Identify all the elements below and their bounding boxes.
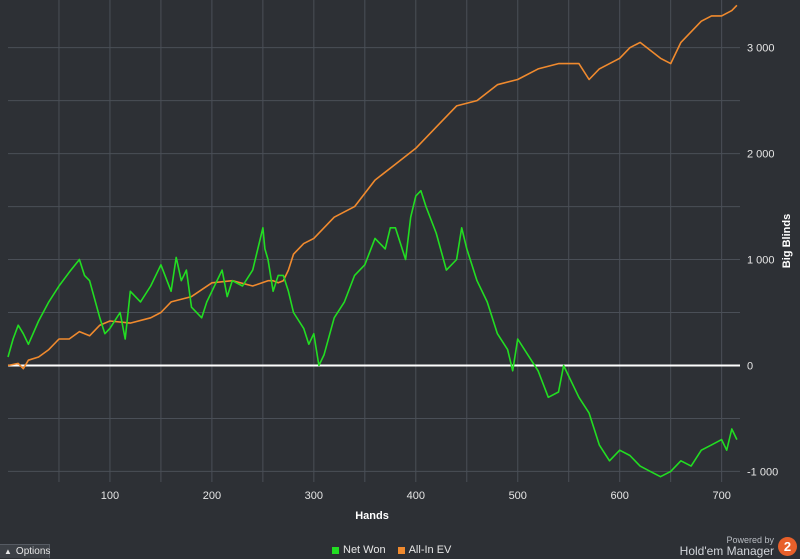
x-axis-title: Hands [355,510,389,522]
legend-label-net-won: Net Won [343,544,386,556]
y-tick-label: 1 000 [747,255,775,267]
x-tick-labels: 100 200 300 400 500 600 700 [101,490,731,502]
legend-swatch-net-won [332,546,339,554]
options-button[interactable]: ▲ Options [0,544,50,558]
y-tick-labels: -1 000 0 1 000 2 000 3 000 [747,43,778,479]
chevron-up-icon: ▲ [4,547,12,556]
y-axis-title: Big Blinds [781,214,793,268]
y-tick-label: 3 000 [747,43,775,55]
series-lines [7,4,738,478]
legend-item-all-in-ev[interactable]: All-In EV [397,544,452,556]
y-tick-label: 0 [747,360,753,372]
brand-logo-icon: 2 [778,537,797,556]
brand-name: Hold'em Manager [679,544,774,558]
x-tick-label: 200 [203,490,221,502]
powered-by-block: Powered by Hold'em Manager [680,535,774,558]
options-label: Options [15,546,51,557]
y-tick-label: -1 000 [747,466,778,478]
legend-label-all-in-ev: All-In EV [408,544,452,556]
legend: Net Won All-In EV [332,543,451,557]
y-tick-label: 2 000 [747,149,775,161]
x-tick-label: 600 [611,490,629,502]
x-tick-label: 500 [509,490,527,502]
x-tick-label: 400 [407,490,425,502]
series-line-net-won [7,189,738,478]
legend-swatch-all-in-ev [397,546,405,554]
series-line-all-in-ev [7,4,738,370]
x-tick-label: 100 [101,490,119,502]
x-tick-label: 700 [712,490,730,502]
x-tick-label: 300 [305,490,323,502]
grid [8,0,740,482]
legend-item-net-won[interactable]: Net Won [332,544,386,556]
powered-by-text: Powered by [726,535,774,545]
